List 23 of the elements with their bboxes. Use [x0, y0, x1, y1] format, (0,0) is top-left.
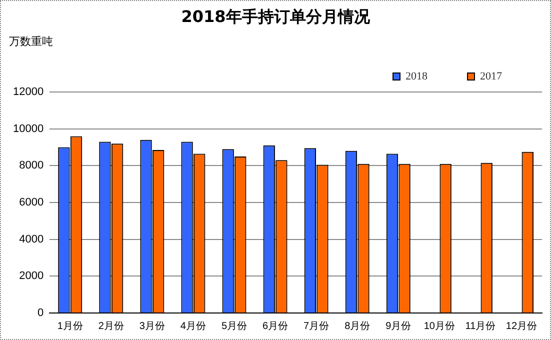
legend-label: 2017: [480, 70, 502, 82]
x-tick-label: 5月份: [221, 320, 248, 332]
x-tick-label: 2月份: [98, 320, 124, 332]
y-axis-title: 万数重吨: [9, 34, 53, 49]
y-tick-label: 0: [37, 307, 44, 320]
x-tick-label: 3月份: [139, 320, 165, 332]
x-tick-label: 6月份: [262, 320, 288, 332]
x-tick-label: 7月份: [304, 320, 330, 332]
x-tick-label: 11月份: [465, 320, 496, 332]
y-tick-label: 12000: [12, 86, 44, 98]
y-tick-label: 4000: [19, 233, 44, 246]
x-tick-label: 10月份: [424, 320, 455, 332]
x-tick-label: 12月份: [506, 320, 538, 332]
y-tick-label: 2000: [19, 270, 44, 282]
x-tick-label: 9月份: [386, 320, 412, 332]
y-tick-label: 6000: [19, 196, 44, 209]
y-tick-label: 8000: [19, 160, 44, 172]
x-tick-label: 4月份: [180, 320, 206, 332]
chart-title: 2018年手持订单分月情况: [180, 7, 371, 28]
x-tick-label: 8月份: [344, 320, 370, 332]
y-tick-label: 10000: [12, 122, 44, 135]
legend-label: 2018: [406, 70, 428, 82]
x-tick-label: 1月份: [57, 320, 83, 332]
